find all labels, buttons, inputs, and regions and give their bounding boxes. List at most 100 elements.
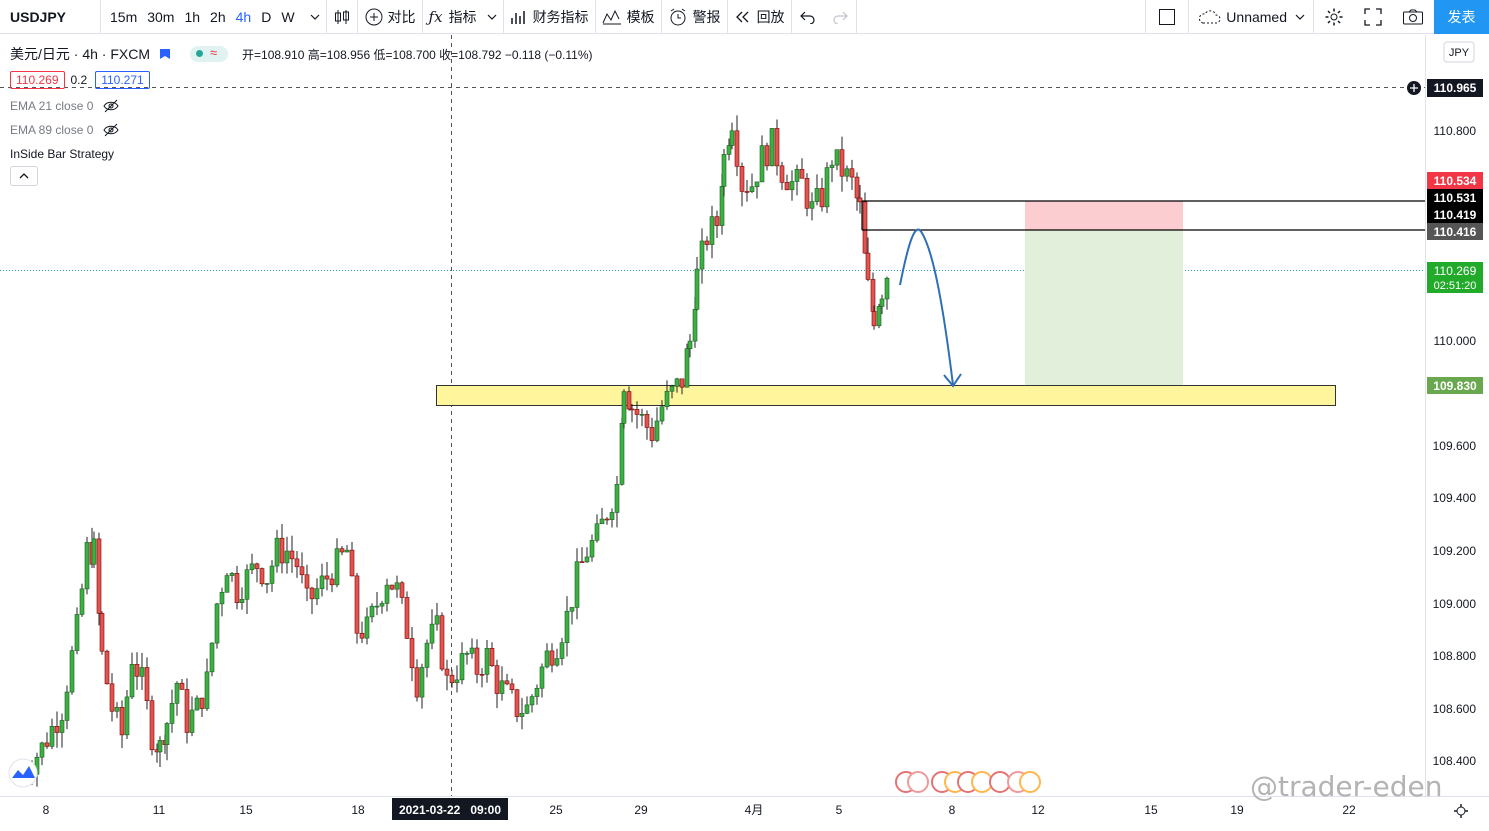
hidden-eye-icon[interactable] [103, 123, 119, 137]
candle-body [692, 309, 698, 342]
candle-body [534, 687, 540, 697]
candle-body [834, 149, 840, 166]
projection-arrow-path[interactable] [899, 228, 954, 386]
flag-icon [160, 49, 171, 59]
candle-body [74, 614, 80, 651]
compare-button[interactable]: 对比 [358, 0, 422, 34]
candle-body [404, 597, 410, 639]
candle-body [509, 683, 515, 691]
candle-body [419, 667, 425, 698]
candle-body [699, 240, 705, 270]
timeframe-30m[interactable]: 30m [147, 8, 175, 25]
candle-body [494, 665, 500, 694]
candle-body [857, 197, 863, 203]
candle-body [479, 674, 485, 676]
currency-badge[interactable] [1443, 41, 1475, 63]
strategy-row[interactable]: InSide Bar Strategy [10, 144, 593, 164]
undo-button[interactable] [792, 0, 824, 34]
level-price-tag-1 [1427, 189, 1483, 206]
candle-body [759, 145, 765, 183]
financials-button[interactable]: 财务指标 [504, 0, 595, 34]
candle-body [524, 704, 530, 714]
candle-body [876, 306, 882, 327]
last-price-text: 110.269 [1434, 264, 1477, 278]
support-zone-rectangle[interactable] [436, 385, 1336, 406]
timeframe-4h[interactable]: 4h [235, 8, 252, 25]
candle-body [329, 578, 335, 586]
gear-icon [1325, 8, 1343, 25]
candle-body [179, 682, 185, 690]
price-axis[interactable]: 110.800 110.000 109.600 109.400 109.200 109.0… [1433, 124, 1477, 768]
snapshot-button[interactable] [1392, 0, 1434, 34]
candle-body [744, 191, 750, 193]
candle-body [569, 607, 575, 612]
candle-body [91, 538, 97, 565]
fullscreen-button[interactable] [1354, 0, 1392, 34]
hidden-eye-icon[interactable] [103, 99, 119, 113]
time-axis[interactable]: 8 11 15 18 25 29 4月 5 8 12 15 19 22 [43, 803, 1356, 817]
candle-body [714, 216, 720, 226]
settings-button[interactable] [1314, 0, 1354, 34]
redo-button[interactable] [824, 0, 856, 34]
candle-body [529, 696, 535, 706]
timeframe-2h[interactable]: 2h [210, 8, 226, 25]
price-tick-label: 109.200 [1433, 544, 1477, 558]
candle-body [424, 642, 430, 668]
publish-button[interactable]: 发表 [1434, 0, 1489, 34]
alert-button[interactable]: 警报 [662, 0, 727, 34]
stop-loss-zone[interactable] [1025, 201, 1183, 230]
candle-body [674, 378, 680, 387]
price-tick-label: 109.400 [1433, 491, 1477, 505]
timeframe-1h[interactable]: 1h [184, 8, 201, 25]
legend-title-row: 美元/日元 · 4h · FXCM ≈ 开=108.910 高=108.956 … [10, 44, 593, 64]
buy-price-button[interactable]: 110.271 [95, 71, 150, 89]
candle-body [319, 575, 325, 589]
candle-body [794, 169, 800, 182]
fullscreen-toggle-button[interactable] [1146, 0, 1188, 34]
candle-body [814, 188, 820, 202]
tradingview-logo-icon[interactable] [8, 758, 38, 788]
candle-body [274, 537, 280, 567]
sell-price-button[interactable]: 110.269 [10, 71, 65, 89]
candle-body [384, 584, 390, 604]
time-tick-label: 12 [1031, 803, 1045, 817]
indicators-button[interactable]: ƒx 指标 [423, 0, 503, 34]
ema21-indicator-row[interactable]: EMA 21 close 0 [10, 96, 593, 116]
timeframe-dropdown-icon[interactable] [304, 0, 326, 34]
candle-body [871, 311, 877, 327]
level-price-tag-3 [1427, 223, 1483, 240]
candle-body [184, 689, 190, 733]
price-chart[interactable]: 110.800 110.000 109.600 109.400 109.200 109.0… [0, 35, 1489, 831]
replay-button[interactable]: 回放 [728, 0, 791, 34]
layout-name-dropdown[interactable]: Unnamed [1189, 0, 1313, 34]
candlestick-series [19, 115, 890, 787]
bar-chart-icon [510, 10, 525, 24]
timeframe-15m[interactable]: 15m [110, 8, 138, 25]
candle-body [819, 188, 825, 208]
timeframe-W[interactable]: W [281, 8, 295, 25]
economic-events-icons[interactable] [895, 771, 1041, 793]
candle-body [229, 573, 235, 576]
take-profit-zone[interactable] [1025, 230, 1183, 385]
chart-settings-gear-icon[interactable] [1454, 804, 1468, 818]
candle-body [599, 518, 605, 525]
templates-button[interactable]: 模板 [596, 0, 661, 34]
symbol-search[interactable]: USDJPY [10, 8, 67, 25]
legend-title[interactable]: 美元/日元 · 4h · FXCM [10, 46, 151, 62]
candle-body [249, 563, 255, 571]
spread-value: 0.2 [70, 73, 88, 87]
timeframe-D[interactable]: D [261, 8, 272, 25]
candle-body [339, 548, 345, 553]
candle-body [721, 154, 727, 187]
chevron-down-icon [1295, 14, 1305, 20]
candle-body [554, 658, 560, 666]
time-tick-label: 15 [239, 803, 253, 817]
collapse-legend-button[interactable] [10, 166, 38, 186]
candle-body [294, 558, 300, 568]
candle-body [224, 575, 230, 593]
chart-type-candles-icon[interactable] [327, 0, 357, 34]
ema89-indicator-row[interactable]: EMA 89 close 0 [10, 120, 593, 140]
candle-body [884, 277, 890, 300]
candle-body [169, 703, 175, 724]
candle-body [254, 563, 260, 569]
